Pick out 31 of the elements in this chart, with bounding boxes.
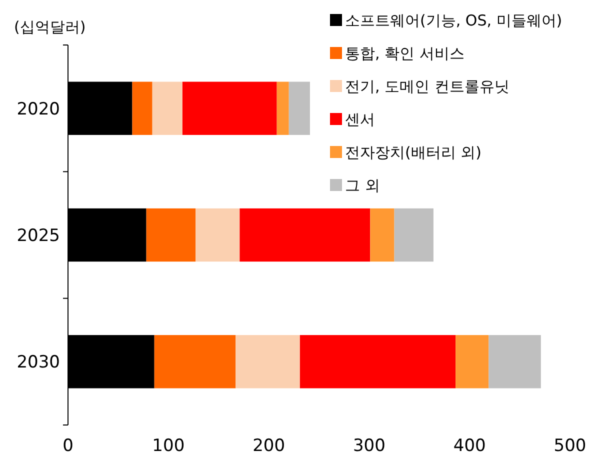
x-tick-label: 100 [152,436,185,456]
bar [182,82,277,135]
x-tick-label: 0 [62,436,74,456]
bar [154,335,236,388]
bar [236,335,300,388]
x-tick-label: 500 [554,436,586,456]
x-tick-label: 400 [453,436,486,456]
bar [394,208,434,262]
bar [132,82,152,135]
legend-label: 통합, 확인 서비스 [345,44,464,62]
x-tick-label: 200 [252,436,286,456]
y-tick-label: 2020 [16,99,60,120]
legend-label: 소프트웨어(기능, OS, 미들웨어) [345,11,562,30]
bar [240,208,370,262]
bar [456,335,489,388]
legend-label: 전기, 도메인 컨트롤유닛 [345,77,510,96]
bar [196,208,240,262]
legend-label: 전자장치(배터리 외) [345,143,482,162]
bar [300,335,456,388]
bar [152,82,182,135]
bar [370,208,394,262]
y-axis-title: (십억달러) [14,18,86,36]
x-tick-label: 300 [352,436,386,456]
y-tick-label: 2025 [16,226,60,246]
legend-label: 센서 [345,110,375,128]
legend-label: 그 외 [345,176,380,194]
bar [276,82,289,135]
bar [488,335,541,388]
y-tick-label: 2030 [16,352,60,373]
bar [288,82,310,135]
bar [146,208,196,262]
